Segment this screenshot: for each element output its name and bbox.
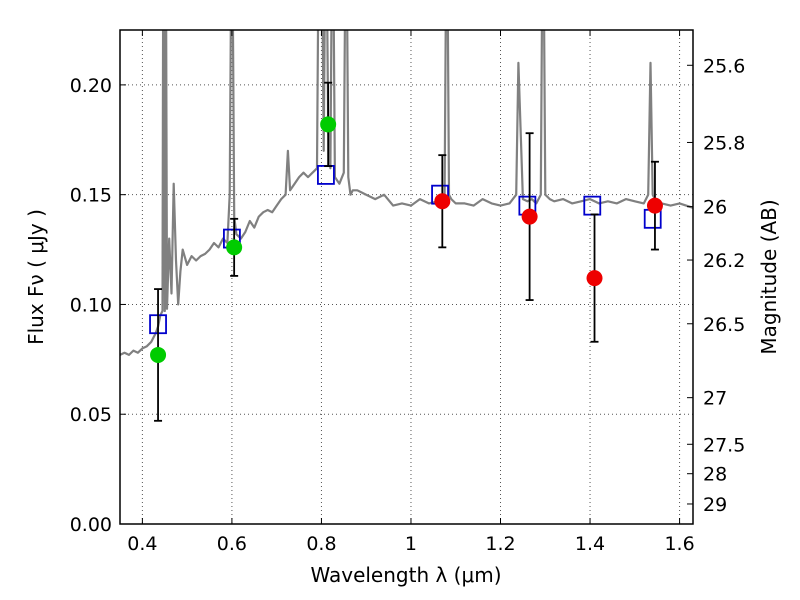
plot-frame (119, 29, 694, 525)
x-tick-label: 0.4 (127, 533, 157, 555)
y2-tick-label: 26.2 (703, 250, 745, 272)
observed-flux-point-green (150, 346, 167, 363)
x-tick-label: 1.2 (485, 533, 515, 555)
y2-tick-label: 26 (703, 197, 727, 219)
data-layer (120, 30, 693, 422)
x-tick-label: 0.8 (306, 533, 336, 555)
y2-tick-label: 27 (703, 388, 727, 410)
x-tick-label: 1 (405, 533, 417, 555)
y-axis-title: Flux Fν ( μJy ) (24, 209, 48, 345)
x-axis-title: Wavelength λ (μm) (310, 563, 501, 587)
y2-tick-label: 27.5 (703, 434, 745, 456)
model-spectrum-line (120, 30, 693, 356)
observed-flux-point-green (320, 116, 337, 133)
x-tick-label: 0.6 (217, 533, 247, 555)
observed-flux-point-green (226, 239, 243, 256)
y2-tick-label: 29 (703, 494, 727, 516)
x-tick-label: 1.6 (664, 533, 694, 555)
y2-tick-label: 28 (703, 464, 727, 486)
observed-flux-point-red (586, 270, 603, 287)
observed-flux-point-red (521, 208, 538, 225)
y-tick-label: 0.00 (70, 514, 112, 536)
y-tick-label: 0.10 (70, 294, 112, 316)
x-tick-label: 1.4 (575, 533, 605, 555)
y-tick-label: 0.15 (70, 185, 112, 207)
y2-axis-title: Magnitude (AB) (757, 199, 781, 354)
observed-flux-point-red (646, 197, 663, 214)
plot-background (120, 30, 693, 524)
observed-flux-point-red (434, 193, 451, 210)
y-tick-label: 0.05 (70, 404, 112, 426)
y-tick-label: 0.20 (70, 75, 112, 97)
y2-tick-label: 25.6 (703, 55, 745, 77)
y2-tick-label: 25.8 (703, 132, 745, 154)
ticks: 0.4 0.6 0.8 1 1.2 1.4 1.6 0.00 0.05 0.10 0.15 0.20 2… (70, 30, 745, 555)
y2-tick-label: 26.5 (703, 314, 745, 336)
